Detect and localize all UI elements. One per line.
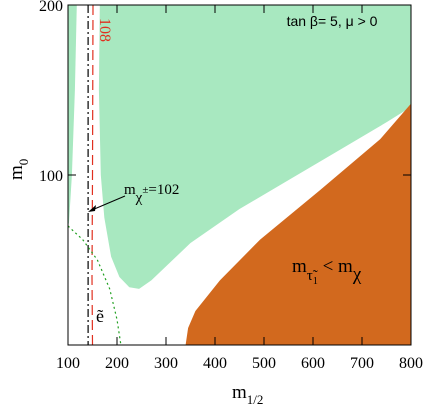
annotation-part: m — [124, 182, 136, 198]
annotation-part: τ̃ — [307, 268, 318, 284]
annotation: mχ±=102 — [124, 182, 179, 206]
region — [185, 103, 411, 345]
y-tick-label: 100 — [39, 168, 63, 185]
x-tick-label: 800 — [399, 355, 423, 372]
x-tick-label: 100 — [56, 355, 80, 372]
contour-line — [67, 225, 122, 346]
x-tick-label: 600 — [301, 355, 325, 372]
x-axis-label: m1/2 — [232, 382, 263, 407]
annotation-part: < m — [318, 256, 353, 277]
annotation-part: χ — [352, 264, 362, 285]
axis-label-part: m — [6, 165, 27, 180]
annotation: mτ̃1 < mχ — [292, 256, 362, 287]
contour-line — [91, 4, 94, 346]
y-tick-label: 200 — [39, 0, 63, 15]
annotation-part: m — [292, 256, 307, 277]
annotation-part: 1 — [313, 276, 318, 287]
axis-label-part: 0 — [16, 159, 31, 166]
x-tick-label: 400 — [203, 355, 227, 372]
x-tick-label: 300 — [154, 355, 178, 372]
x-tick-label: 200 — [105, 355, 129, 372]
x-tick-label: 500 — [252, 355, 276, 372]
annotation-part: χ — [135, 190, 143, 206]
arrow-head — [88, 205, 96, 212]
plot-area — [67, 4, 412, 346]
region — [68, 5, 77, 226]
annotation: ẽ — [96, 306, 104, 326]
x-tick-label: 700 — [350, 355, 374, 372]
annotation-part: =102 — [148, 182, 179, 198]
annotation: tan β= 5, μ > 0 — [287, 13, 378, 29]
y-axis-label: m0 — [6, 159, 31, 180]
axis-label-part: m — [232, 382, 247, 403]
annotation-part: ± — [142, 184, 148, 196]
region — [98, 5, 412, 289]
arrow — [91, 195, 126, 211]
axis-label-part: 1/2 — [247, 392, 264, 407]
annotation: 108 — [96, 18, 113, 42]
